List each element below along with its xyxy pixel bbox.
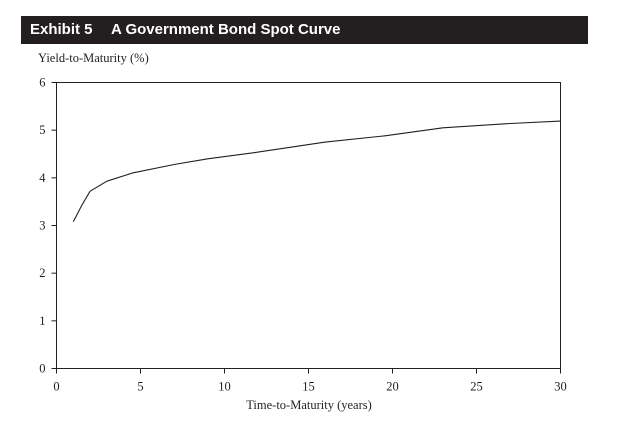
x-tick-label: 0 xyxy=(53,380,59,394)
x-tick-label: 15 xyxy=(302,380,315,394)
exhibit-title: A Government Bond Spot Curve xyxy=(111,21,341,38)
exhibit-header: Exhibit 5 A Government Bond Spot Curve xyxy=(21,16,588,44)
y-tick-label: 0 xyxy=(39,362,45,376)
y-axis-title: Yield-to-Maturity (%) xyxy=(38,51,149,65)
x-axis: 0 5 10 15 20 25 30 xyxy=(53,368,567,394)
series-group xyxy=(72,120,561,222)
x-axis-title: Time-to-Maturity (years) xyxy=(246,398,372,412)
y-tick-label: 4 xyxy=(39,171,46,185)
y-tick-label: 5 xyxy=(39,123,45,137)
x-tick-label: 5 xyxy=(137,380,143,394)
x-tick-label: 10 xyxy=(218,380,231,394)
x-tick-label: 30 xyxy=(554,380,567,394)
exhibit-label: Exhibit 5 xyxy=(30,21,93,38)
spot-curve-line xyxy=(72,120,561,222)
x-tick-label: 20 xyxy=(386,380,399,394)
y-tick-label: 1 xyxy=(39,314,45,328)
y-axis: 0 1 2 3 4 5 6 xyxy=(39,76,57,376)
x-tick-label: 25 xyxy=(470,380,483,394)
y-tick-label: 2 xyxy=(39,266,45,280)
y-tick-label: 6 xyxy=(39,76,45,90)
y-tick-label: 3 xyxy=(39,219,45,233)
